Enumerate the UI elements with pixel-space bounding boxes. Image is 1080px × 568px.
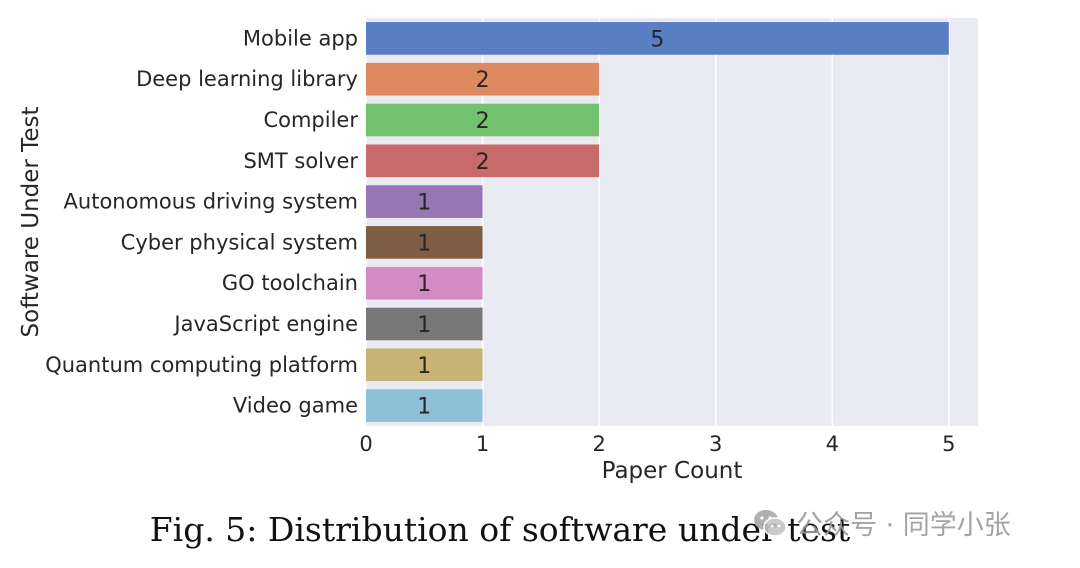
figure-caption: Fig. 5: Distribution of software under t… [149,510,851,549]
bar [366,307,483,341]
y-tick-label: JavaScript engine [172,312,358,336]
y-tick-label: Autonomous driving system [64,190,358,214]
bar [366,348,483,382]
bar-value-label: 1 [417,313,431,338]
x-tick-label: 3 [709,432,722,456]
watermark-text: 公众号 · 同学小张 [796,510,1011,541]
y-tick-label: Mobile app [243,26,358,50]
y-tick-label: Deep learning library [136,67,358,91]
x-tick-label: 5 [942,432,955,456]
bars: 5 2 2 2 1 1 1 1 1 1 [366,22,949,422]
bar-value-label: 1 [417,395,431,420]
bar-value-label: 5 [650,27,664,52]
y-tick-label: SMT solver [243,149,358,173]
y-tick-label: Video game [233,394,358,418]
y-tick-label: Cyber physical system [121,230,358,254]
y-tick-labels: Mobile app Deep learning library Compiler S… [45,26,358,417]
y-axis-title: Software Under Test [18,107,44,338]
bar [366,266,483,300]
bar-value-label: 2 [476,150,490,175]
x-axis-title: Paper Count [602,458,743,484]
x-tick-label: 0 [359,432,372,456]
x-tick-label: 4 [826,432,839,456]
bar-value-label: 1 [417,272,431,297]
bar-value-label: 1 [417,231,431,256]
x-tick-label: 2 [592,432,605,456]
bar [366,103,600,137]
bar-value-label: 2 [476,109,490,134]
bar [366,185,483,218]
bar-value-label: 2 [476,68,490,93]
y-tick-label: Quantum computing platform [45,353,358,377]
x-tick-labels: 0 1 2 3 4 5 [359,432,955,456]
bar-value-label: 1 [417,354,431,379]
x-tick-label: 1 [476,432,489,456]
bar [366,389,483,422]
watermark: 公众号 · 同学小张 [752,503,1011,542]
bar [366,22,949,55]
bar [366,144,600,178]
y-tick-label: Compiler [263,108,358,132]
y-tick-label: GO toolchain [222,271,358,295]
bar-chart: 5 2 2 2 1 1 1 1 1 1 Mobile app Deep learning libra… [18,18,978,484]
bar [366,226,483,259]
bar [366,62,600,96]
bar-value-label: 1 [417,191,431,216]
wechat-icon [754,509,787,537]
